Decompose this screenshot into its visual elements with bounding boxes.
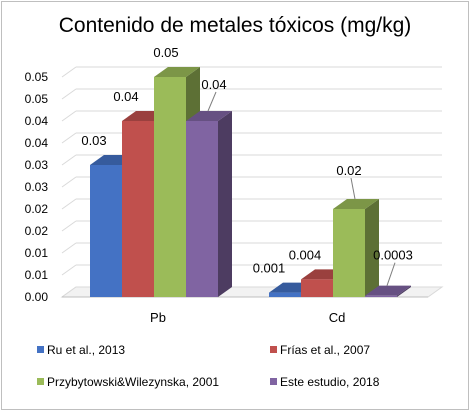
gridline-side: [61, 176, 77, 188]
legend-swatch: [37, 378, 44, 386]
legend-entry: Este estudio, 2018: [270, 374, 379, 389]
bar: [90, 165, 122, 297]
legend-swatch: [270, 378, 277, 386]
data-label: 0.0003: [373, 248, 413, 263]
bar-side: [365, 199, 379, 297]
legend-entry: Ru et al., 2013: [37, 342, 125, 357]
gridline-side: [61, 154, 77, 166]
x-tick-label: Cd: [329, 310, 346, 325]
gridline-side: [61, 198, 77, 210]
bar: [269, 292, 301, 297]
bar: [122, 121, 154, 297]
data-label: 0.02: [336, 163, 361, 178]
gridline-side: [61, 242, 77, 254]
data-label-leader: [386, 262, 396, 286]
legend-label: Frías et al., 2007: [280, 342, 371, 357]
legend-label: Este estudio, 2018: [280, 374, 380, 389]
data-label: 0.004: [289, 247, 322, 262]
data-label: 0.05: [153, 45, 178, 60]
gridline-side: [61, 110, 77, 122]
y-tick-label: 0.02: [25, 202, 49, 216]
bar: [333, 209, 365, 297]
bar-side: [397, 285, 411, 297]
bar-top: [365, 285, 411, 296]
y-tick-label: 0.00: [25, 290, 49, 304]
data-label: 0.03: [81, 133, 106, 148]
bar-top: [154, 67, 200, 77]
bar: [301, 279, 333, 297]
y-tick-label: 0.04: [25, 136, 49, 150]
bar: [365, 295, 397, 297]
y-tick-label: 0.04: [25, 114, 49, 128]
data-label-leader: [350, 177, 356, 200]
gridline-side: [61, 88, 77, 100]
legend-swatch: [270, 346, 277, 354]
gridline-side: [61, 132, 77, 144]
data-label: 0.001: [253, 261, 286, 276]
legend-entry: Frías et al., 2007: [270, 342, 370, 357]
data-label: 0.04: [201, 77, 226, 92]
legend-label: Przybytowski&Wilezynska, 2001: [47, 374, 220, 389]
gridline-side: [61, 264, 77, 276]
chart-title: Contenido de metales tóxicos (mg/kg): [58, 14, 412, 37]
y-tick-label: 0.05: [25, 92, 49, 106]
bar: [186, 121, 218, 297]
y-tick-label: 0.03: [25, 180, 49, 194]
y-tick-label: 0.01: [25, 246, 49, 260]
bar-top: [186, 111, 232, 121]
y-tick-label: 0.02: [25, 224, 49, 238]
bar: [154, 77, 186, 297]
data-label-leader: [207, 91, 217, 112]
gridline-side: [61, 220, 77, 232]
legend-entry: Przybytowski&Wilezynska, 2001: [37, 374, 219, 389]
data-label: 0.04: [113, 89, 138, 104]
legend-swatch: [37, 346, 44, 354]
legend-label: Ru et al., 2013: [47, 342, 126, 357]
y-tick-label: 0.01: [25, 268, 49, 282]
y-tick-label: 0.03: [25, 158, 49, 172]
bar-side: [218, 111, 232, 297]
y-tick-label: 0.05: [25, 70, 49, 84]
x-tick-label: Pb: [150, 310, 166, 325]
bar-top: [333, 199, 379, 209]
gridline-side: [61, 66, 77, 78]
